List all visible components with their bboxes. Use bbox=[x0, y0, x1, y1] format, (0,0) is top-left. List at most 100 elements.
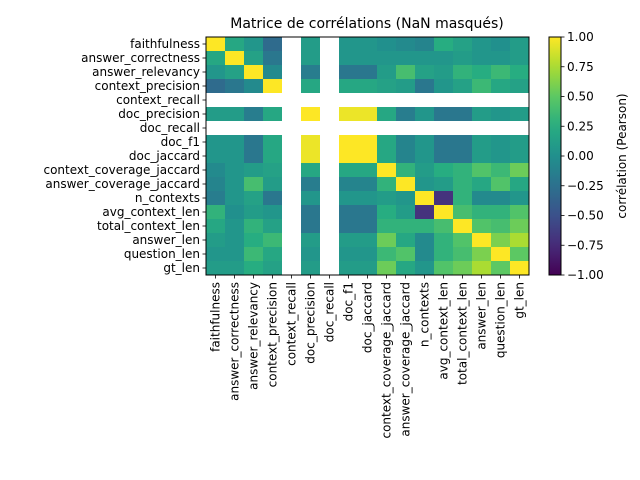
heatmap-cell bbox=[339, 79, 359, 94]
heatmap-cell bbox=[453, 79, 473, 94]
x-tick-label: n_contexts bbox=[418, 282, 432, 347]
x-tick-label: context_recall bbox=[285, 282, 299, 366]
heatmap-cell bbox=[510, 205, 530, 220]
heatmap-cell bbox=[396, 93, 416, 108]
heatmap-cell bbox=[206, 37, 226, 52]
heatmap-cell bbox=[301, 149, 321, 164]
heatmap-cell bbox=[206, 219, 226, 234]
heatmap-cell bbox=[453, 247, 473, 262]
x-tick-label: doc_recall bbox=[323, 282, 337, 342]
y-tick-label: question_len bbox=[124, 247, 200, 261]
heatmap-cell bbox=[434, 51, 454, 66]
x-tick-label: answer_relevancy bbox=[247, 282, 261, 390]
y-axis: faithfulnessanswer_correctnessanswer_rel… bbox=[43, 37, 206, 275]
x-tick-label: total_context_len bbox=[456, 282, 470, 385]
heatmap-cell bbox=[206, 135, 226, 150]
colorbar-tick-label: −0.50 bbox=[567, 209, 604, 223]
heatmap-cell bbox=[206, 93, 226, 108]
heatmap-cell bbox=[301, 79, 321, 94]
heatmap-cell bbox=[320, 205, 340, 220]
heatmap-cell bbox=[472, 37, 492, 52]
heatmap-cell bbox=[206, 149, 226, 164]
heatmap-cell bbox=[453, 149, 473, 164]
colorbar-label: corrélation (Pearson) bbox=[615, 93, 629, 218]
heatmap-cell bbox=[415, 177, 435, 192]
heatmap-cell bbox=[472, 205, 492, 220]
heatmap-cell bbox=[453, 65, 473, 80]
y-tick-label: total_context_len bbox=[97, 219, 200, 233]
heatmap-cell bbox=[225, 163, 245, 178]
heatmap-cell bbox=[396, 219, 416, 234]
heatmap-cell bbox=[320, 177, 340, 192]
heatmap-cell bbox=[415, 65, 435, 80]
heatmap-cell bbox=[491, 93, 511, 108]
heatmap-cell bbox=[320, 261, 340, 276]
heatmap-cell bbox=[263, 65, 283, 80]
heatmap-cell bbox=[377, 65, 397, 80]
heatmap-cell bbox=[472, 219, 492, 234]
heatmap-cell bbox=[263, 121, 283, 136]
heatmap-cell bbox=[396, 205, 416, 220]
heatmap-cell bbox=[415, 247, 435, 262]
heatmap-cell bbox=[358, 191, 378, 206]
heatmap-cell bbox=[339, 163, 359, 178]
heatmap-cell bbox=[453, 191, 473, 206]
heatmap-cell bbox=[225, 65, 245, 80]
heatmap-cell bbox=[415, 37, 435, 52]
heatmap-cell bbox=[206, 65, 226, 80]
x-tick-label: question_len bbox=[494, 282, 508, 358]
heatmap-cell bbox=[415, 219, 435, 234]
heatmap-cell bbox=[415, 163, 435, 178]
heatmap-cell bbox=[472, 191, 492, 206]
heatmap-cell bbox=[434, 107, 454, 122]
heatmap-cell bbox=[434, 205, 454, 220]
heatmap-cell bbox=[510, 149, 530, 164]
heatmap-cell bbox=[358, 261, 378, 276]
heatmap-cell bbox=[244, 219, 264, 234]
heatmap-cell bbox=[358, 247, 378, 262]
heatmap-cell bbox=[434, 177, 454, 192]
colorbar-tick-label: 0.75 bbox=[567, 60, 594, 74]
heatmap-cell bbox=[491, 261, 511, 276]
heatmap-cell bbox=[244, 233, 264, 248]
heatmap-cell bbox=[225, 135, 245, 150]
heatmap-cell bbox=[206, 205, 226, 220]
heatmap-cell bbox=[301, 107, 321, 122]
heatmap-cell bbox=[206, 177, 226, 192]
heatmap-cell bbox=[358, 205, 378, 220]
heatmap-cell bbox=[339, 121, 359, 136]
heatmap-cell bbox=[301, 233, 321, 248]
heatmap-cell bbox=[320, 37, 340, 52]
heatmap-cell bbox=[491, 219, 511, 234]
y-tick-label: doc_jaccard bbox=[129, 149, 200, 163]
heatmap-cell bbox=[510, 93, 530, 108]
heatmap-cell bbox=[244, 107, 264, 122]
y-tick-label: context_recall bbox=[116, 93, 200, 107]
heatmap-cell bbox=[415, 191, 435, 206]
heatmap-cell bbox=[491, 247, 511, 262]
heatmap-cell bbox=[206, 107, 226, 122]
heatmap-cell bbox=[282, 149, 302, 164]
heatmap-cell bbox=[396, 149, 416, 164]
heatmap-cell bbox=[358, 233, 378, 248]
heatmap-cell bbox=[377, 135, 397, 150]
heatmap-cell bbox=[244, 79, 264, 94]
heatmap-cell bbox=[358, 51, 378, 66]
heatmap-cell bbox=[415, 149, 435, 164]
colorbar-axis: 1.00 0.75 0.50 0.25 0.00 −0.25 −0.50 −0.75 −1.00 bbox=[561, 30, 604, 282]
heatmap-cell bbox=[377, 79, 397, 94]
heatmap-cell bbox=[491, 51, 511, 66]
y-tick-label: context_precision bbox=[95, 79, 200, 93]
heatmap-cell bbox=[396, 247, 416, 262]
heatmap-cell bbox=[377, 261, 397, 276]
heatmap-cell bbox=[206, 163, 226, 178]
heatmap-cell bbox=[453, 135, 473, 150]
heatmap-cell bbox=[225, 191, 245, 206]
heatmap-cell bbox=[263, 261, 283, 276]
heatmap-cell bbox=[206, 79, 226, 94]
heatmap-cell bbox=[244, 149, 264, 164]
heatmap-cell bbox=[491, 121, 511, 136]
heatmap-cell bbox=[472, 65, 492, 80]
x-tick-label: doc_jaccard bbox=[361, 282, 375, 353]
heatmap-cell bbox=[396, 135, 416, 150]
